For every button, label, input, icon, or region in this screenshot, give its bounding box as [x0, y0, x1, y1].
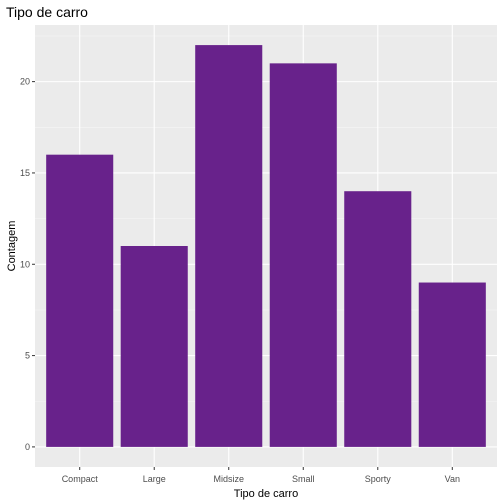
- y-tick-label: 5: [25, 351, 30, 361]
- bar-sporty: [344, 191, 412, 447]
- x-axis-title: Tipo de carro: [234, 488, 298, 500]
- y-axis-title: Contagem: [6, 221, 18, 272]
- x-tick-label: Compact: [62, 474, 99, 484]
- chart-title: Tipo de carro: [6, 4, 88, 20]
- y-tick-label: 0: [25, 442, 30, 452]
- x-tick-label: Small: [292, 474, 315, 484]
- bar-small: [269, 63, 337, 447]
- y-tick-label: 20: [20, 77, 30, 87]
- x-tick-label: Sporty: [365, 474, 392, 484]
- y-tick-label: 10: [20, 259, 30, 269]
- y-axis: 0 5 10 15 20: [20, 77, 35, 452]
- bar-compact: [46, 154, 114, 447]
- x-axis: Compact Large Midsize Small Sporty Van: [62, 467, 460, 484]
- bar-van: [418, 282, 486, 447]
- bar-large: [120, 246, 188, 447]
- x-tick-label: Large: [143, 474, 166, 484]
- y-tick-label: 15: [20, 168, 30, 178]
- x-tick-label: Van: [445, 474, 460, 484]
- bar-midsize: [195, 45, 263, 447]
- bars: [46, 45, 486, 447]
- x-tick-label: Midsize: [213, 474, 244, 484]
